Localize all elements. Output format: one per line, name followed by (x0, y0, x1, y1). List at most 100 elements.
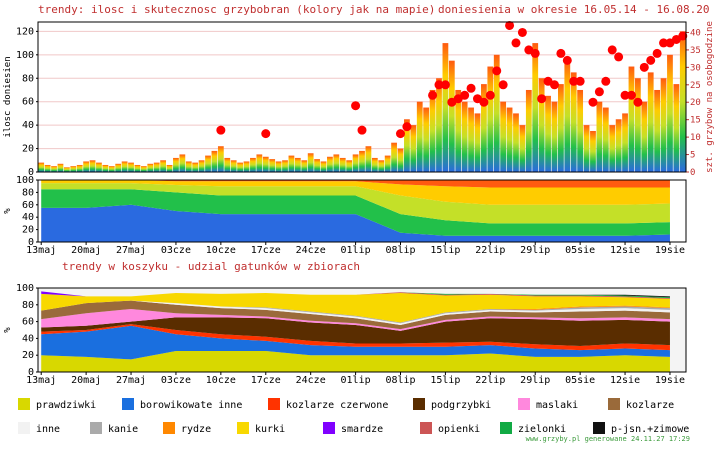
y-axis-label: % (3, 208, 13, 214)
bar (410, 125, 417, 172)
legend-label: kozlarze (626, 400, 674, 411)
bar (134, 164, 141, 172)
dot (530, 48, 540, 58)
bar (474, 113, 481, 172)
legend-swatch (413, 398, 425, 410)
x-tick-label: 29lip (520, 375, 550, 386)
bar (147, 163, 154, 172)
bar (448, 60, 455, 172)
bar (192, 162, 199, 172)
bar (237, 162, 243, 172)
dot (395, 129, 405, 139)
bar (577, 89, 584, 172)
dot (639, 62, 649, 72)
dot (498, 80, 508, 90)
bar (230, 160, 237, 172)
bar (359, 150, 365, 172)
x-tick-label: 24cze (296, 245, 326, 256)
dot (485, 90, 495, 100)
legend-swatch (18, 398, 30, 410)
x-tick-label: 24cze (296, 375, 326, 386)
y-tick-label: 80 (22, 300, 34, 311)
legend-swatch (122, 398, 134, 410)
x-tick-label: 01lip (341, 375, 371, 386)
area (41, 189, 670, 236)
y-tick-label: 40 (22, 212, 34, 223)
plot-frame (37, 287, 687, 373)
dot (601, 76, 611, 86)
y2-axis-label: szt. grzybow na osobogodzine (705, 21, 715, 173)
x-tick-label: 03cze (161, 245, 191, 256)
bar (160, 160, 166, 172)
x-tick-label: 10cze (206, 245, 236, 256)
plot-frame (37, 21, 687, 173)
legend-swatch (518, 398, 530, 410)
bar (282, 160, 288, 172)
dot (216, 125, 226, 135)
bar (89, 160, 96, 172)
bar (352, 154, 359, 172)
y-tick-label: 0 (28, 167, 34, 178)
bar (365, 146, 372, 172)
dot (562, 55, 572, 65)
y-tick-label: 100 (16, 50, 34, 61)
dot (505, 20, 515, 30)
area (41, 300, 670, 330)
y-tick-label: 40 (22, 333, 34, 344)
bar (262, 156, 269, 172)
y-tick-label: 20 (22, 225, 34, 236)
legend-label: maslaki (536, 400, 578, 411)
dot (434, 80, 444, 90)
bar (493, 54, 500, 172)
y-tick-label: 120 (16, 26, 34, 37)
x-tick-label: 15lip (430, 245, 460, 256)
y-tick-label: 80 (22, 187, 34, 198)
bar (519, 125, 526, 172)
bar (205, 155, 211, 172)
dot (492, 66, 502, 76)
bar (538, 78, 545, 172)
bar (525, 89, 532, 172)
dot (588, 97, 598, 107)
x-tick-label: 20maj (71, 375, 101, 386)
x-tick-label: 08lip (385, 375, 415, 386)
y-tick-label: 60 (22, 200, 34, 211)
plot-frame (37, 179, 687, 243)
dot (594, 87, 604, 97)
bar (333, 154, 340, 172)
dot (466, 83, 476, 93)
dot (357, 125, 367, 135)
bar (487, 66, 494, 172)
bar (224, 157, 231, 172)
dot (659, 38, 669, 48)
bar (211, 150, 218, 172)
x-tick-label: 29lip (520, 245, 550, 256)
legend-label: zielonki (518, 424, 566, 435)
chart-subtitle: doniesienia w okresie 16.05.14 - 16.08.2… (438, 3, 710, 16)
bar (51, 166, 57, 172)
x-tick-label: 03cze (161, 375, 191, 386)
y-tick-label: 0 (28, 237, 34, 248)
bar (44, 164, 51, 172)
bar (423, 107, 430, 172)
area (41, 317, 670, 346)
bar (76, 164, 83, 172)
y2-tick-label: 0 (690, 168, 695, 178)
bar (115, 163, 122, 172)
legend-label: inne (36, 424, 60, 435)
dot (261, 129, 271, 139)
bar (96, 162, 102, 172)
legend-label: opienki (438, 424, 480, 435)
panel-title: trendy w koszyku - udzial gatunków w zbi… (62, 260, 360, 273)
bar (288, 155, 295, 172)
legend-swatch (323, 422, 335, 434)
legend-label: podgrzybki (431, 400, 491, 411)
bar (583, 125, 590, 172)
dot (402, 122, 412, 132)
x-tick-label: 13maj (26, 375, 56, 386)
bar (404, 119, 410, 172)
bar (166, 164, 173, 172)
x-tick-label: 19sie (655, 245, 685, 256)
dot (517, 27, 527, 37)
bar (294, 157, 301, 172)
